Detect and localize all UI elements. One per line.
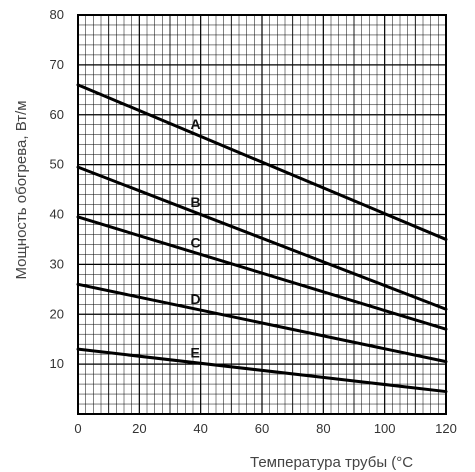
plot-frame: [77, 14, 447, 415]
x-tick-label: 0: [74, 421, 81, 436]
series-label-d: D: [191, 291, 201, 307]
series-line-b: [76, 165, 448, 311]
series-labels: A B C D E: [191, 116, 201, 361]
y-tick-label: 30: [50, 256, 64, 271]
series-line-c: [76, 215, 448, 331]
y-tick-label: 10: [50, 356, 64, 371]
y-tick-label: 60: [50, 107, 64, 122]
y-tick-label: 80: [50, 7, 64, 22]
x-tick-label: 80: [316, 421, 330, 436]
y-tick-labels: 10 20 30 40 50 60 70 80: [50, 7, 64, 371]
x-axis-label: Температура трубы (°С: [250, 454, 413, 471]
series-label-a: A: [191, 116, 201, 132]
y-tick-label: 50: [50, 157, 64, 172]
x-tick-label: 20: [132, 421, 146, 436]
series-label-c: C: [191, 235, 201, 251]
series-line-a: [76, 83, 448, 241]
series-line-d: [76, 282, 448, 364]
y-tick-label: 70: [50, 57, 64, 72]
y-tick-label: 20: [50, 306, 64, 321]
x-tick-label: 40: [193, 421, 207, 436]
series-line-e: [76, 347, 448, 394]
x-tick-labels: 0 20 40 60 80 100 120: [74, 421, 456, 436]
x-tick-label: 60: [255, 421, 269, 436]
x-tick-label: 100: [374, 421, 396, 436]
y-axis-label: Мощность обогрева, Вт/м: [13, 100, 30, 279]
series-label-e: E: [191, 345, 200, 361]
y-tick-label: 40: [50, 207, 64, 222]
x-tick-label: 120: [435, 421, 457, 436]
series-label-b: B: [191, 194, 201, 210]
series-lines: [76, 83, 448, 394]
